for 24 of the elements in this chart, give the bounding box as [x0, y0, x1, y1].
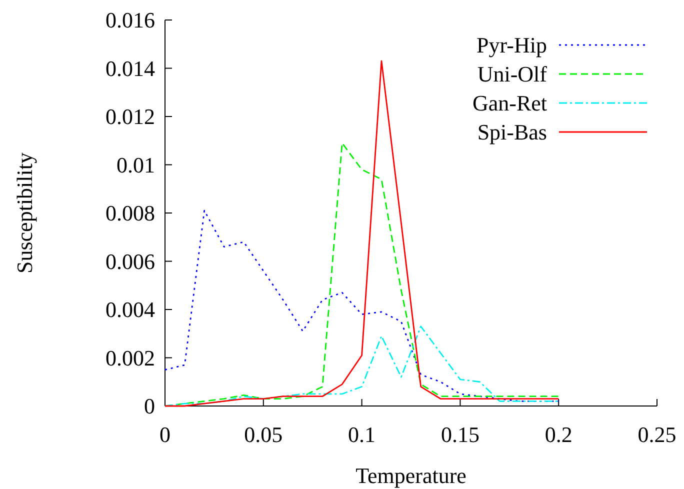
line-series: [164, 326, 560, 407]
y-tick-label: 0.006: [106, 248, 155, 274]
y-axis-title: Susceptibility: [12, 152, 37, 274]
x-tick-label: 0.15: [440, 422, 480, 447]
x-tick-label: 0.2: [544, 422, 572, 447]
y-tick-label: 0: [144, 394, 155, 419]
line-series: [164, 210, 560, 402]
y-tick-label: 0.016: [106, 8, 155, 33]
x-axis-title: Temperature: [356, 463, 466, 488]
x-tick-label: 0: [160, 422, 170, 447]
legend-label: Spi-Bas: [477, 120, 547, 145]
legend-label: Gan-Ret: [472, 90, 547, 116]
y-tick-label: 0.012: [106, 104, 155, 130]
legend-label: Uni-Olf: [477, 62, 548, 87]
legend-label: Pyr-Hip: [476, 32, 547, 58]
y-tick-label: 0.008: [106, 200, 155, 226]
x-tick-label: 0.1: [348, 422, 376, 447]
y-tick-label: 0.014: [106, 56, 155, 81]
x-tick-label: 0.05: [244, 422, 283, 447]
x-tick-label: 0.25: [638, 422, 676, 447]
y-tick-label: 0.004: [106, 297, 155, 322]
line-series: [164, 60, 560, 407]
y-tick-label: 0.01: [116, 152, 155, 178]
y-tick-label: 0.002: [106, 345, 155, 370]
